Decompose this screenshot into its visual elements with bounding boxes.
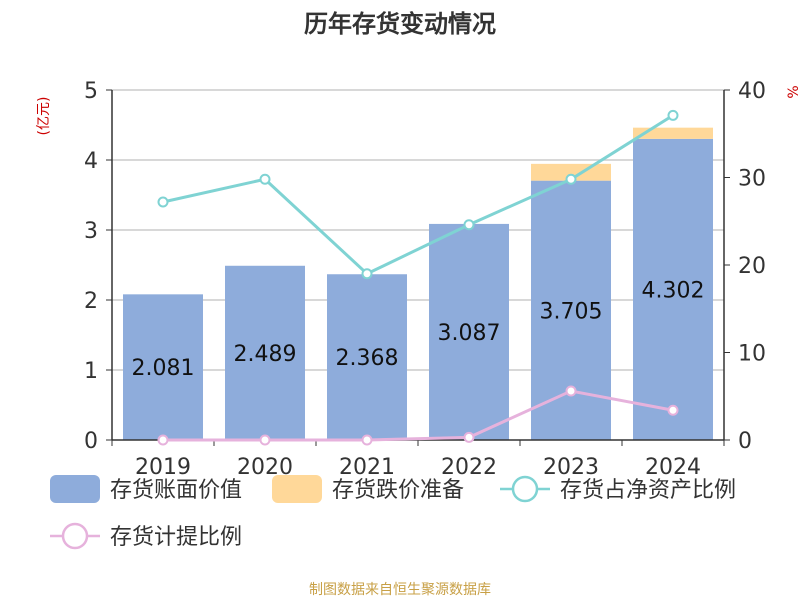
chart-title: 历年存货变动情况 — [304, 10, 496, 38]
legend-swatch — [50, 475, 100, 503]
legend-provision-ratio[interactable]: 存货计提比例 — [50, 522, 242, 550]
right-tick-label: 0 — [738, 429, 752, 454]
left-tick-label: 5 — [84, 79, 98, 104]
point-provision-ratio — [157, 434, 169, 446]
legend-marker — [61, 522, 89, 550]
x-tick-label: 2024 — [645, 455, 701, 480]
left-tick-label: 2 — [84, 289, 98, 314]
point-provision-ratio — [361, 434, 373, 446]
left-tick-label: 4 — [84, 149, 98, 174]
left-tick-label: 3 — [84, 219, 98, 244]
point-net-asset-ratio — [259, 173, 271, 185]
right-tick-label: 40 — [738, 79, 766, 104]
legend-label: 存货计提比例 — [110, 525, 242, 550]
right-axis-unit: % — [786, 85, 800, 98]
right-tick-label: 20 — [738, 254, 766, 279]
bar-impairment-reserve — [633, 127, 713, 139]
bar-book-value — [327, 274, 407, 440]
point-net-asset-ratio — [565, 173, 577, 185]
bar-book-value — [225, 265, 305, 440]
bar-value-label: 4.302 — [642, 278, 705, 303]
legend-impairment-reserve[interactable]: 存货跌价准备 — [272, 475, 464, 503]
bar-value-label: 2.081 — [132, 356, 195, 381]
x-tick-label: 2023 — [543, 455, 599, 480]
point-net-asset-ratio — [667, 109, 679, 121]
legend-net-asset-ratio[interactable]: 存货占净资产比例 — [500, 475, 736, 503]
x-tick-label: 2021 — [339, 455, 395, 480]
x-tick-label: 2019 — [135, 455, 191, 480]
point-net-asset-ratio — [157, 196, 169, 208]
bar-book-value — [123, 294, 203, 440]
legend-marker — [511, 475, 539, 503]
point-provision-ratio — [565, 385, 577, 397]
bar-value-label: 2.489 — [234, 342, 297, 367]
right-tick-label: 30 — [738, 167, 766, 192]
left-tick-label: 0 — [84, 429, 98, 454]
x-tick-label: 2022 — [441, 455, 497, 480]
point-provision-ratio — [463, 431, 475, 443]
legend-label: 存货占净资产比例 — [560, 478, 736, 503]
legend-swatch — [272, 475, 322, 503]
source-footnote: 制图数据来自恒生聚源数据库 — [309, 582, 491, 598]
right-tick-label: 10 — [738, 342, 766, 367]
bar-value-label: 3.087 — [438, 321, 501, 346]
point-net-asset-ratio — [463, 219, 475, 231]
line-provision-ratio — [163, 389, 674, 442]
bar-book-value — [429, 223, 509, 440]
line-net-asset-ratio — [162, 114, 674, 276]
legend-label: 存货账面价值 — [110, 478, 242, 503]
point-net-asset-ratio — [361, 268, 373, 280]
left-tick-label: 1 — [84, 359, 98, 384]
bar-value-label: 3.705 — [540, 299, 603, 324]
left-axis-unit: (亿元) — [36, 97, 52, 136]
bar-value-label: 2.368 — [336, 346, 399, 371]
bar-book-value — [633, 138, 713, 441]
point-provision-ratio — [259, 434, 271, 446]
legend-label: 存货跌价准备 — [332, 478, 464, 503]
legend-book-value[interactable]: 存货账面价值 — [50, 475, 242, 503]
point-provision-ratio — [667, 404, 679, 416]
